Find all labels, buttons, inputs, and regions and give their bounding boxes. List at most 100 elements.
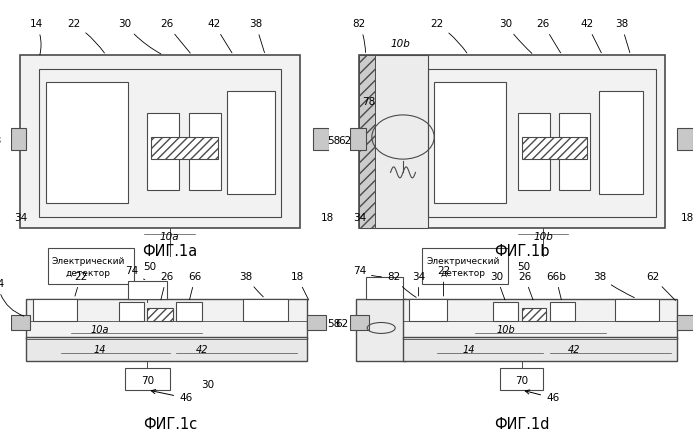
Text: 74: 74 [353, 267, 382, 277]
Bar [403, 337, 678, 361]
Bar [307, 315, 326, 330]
Bar [615, 299, 659, 321]
Bar [176, 302, 202, 321]
Bar [27, 299, 307, 339]
Text: 26: 26 [518, 272, 533, 300]
Text: 82: 82 [387, 272, 416, 297]
Bar [519, 113, 550, 190]
Text: 34: 34 [412, 272, 425, 296]
Bar [10, 315, 29, 330]
Text: 66: 66 [188, 272, 202, 300]
Text: 14: 14 [462, 345, 475, 355]
Bar [678, 128, 693, 150]
Text: 10b: 10b [496, 325, 515, 335]
Bar [359, 55, 428, 228]
Bar [428, 69, 656, 217]
Bar [522, 308, 547, 321]
Text: 58: 58 [328, 319, 341, 329]
Text: 50: 50 [517, 263, 531, 272]
Text: 38: 38 [249, 19, 265, 53]
Text: 10a: 10a [90, 325, 109, 335]
Text: 42: 42 [208, 19, 232, 53]
Text: 42: 42 [195, 345, 208, 355]
Bar [500, 368, 543, 390]
Text: 18: 18 [321, 213, 335, 223]
Text: ФИГ.1c: ФИГ.1c [143, 417, 197, 432]
Text: 62: 62 [339, 137, 352, 146]
Text: 42: 42 [568, 345, 581, 355]
Bar [434, 82, 506, 203]
Bar [39, 69, 281, 217]
Text: 22: 22 [68, 19, 104, 53]
Bar [20, 55, 300, 228]
Text: 38: 38 [593, 272, 634, 297]
Text: 14: 14 [93, 345, 106, 355]
Text: 26: 26 [537, 19, 561, 53]
Text: 70: 70 [141, 376, 154, 386]
Text: 38: 38 [239, 272, 263, 297]
Text: 10b: 10b [533, 232, 553, 242]
Bar [423, 248, 508, 284]
Bar [48, 248, 134, 284]
Text: 10b: 10b [391, 39, 410, 49]
Bar [350, 315, 369, 330]
Text: 82: 82 [353, 19, 366, 53]
Text: 30: 30 [499, 19, 532, 53]
Bar [559, 113, 590, 190]
Bar [148, 113, 179, 190]
Bar [550, 302, 575, 321]
Bar [46, 82, 128, 203]
Text: детектор: детектор [440, 269, 485, 278]
Text: Электрический: Электрический [52, 256, 125, 266]
Text: 18: 18 [680, 213, 694, 223]
Bar [125, 368, 169, 390]
Text: 30: 30 [202, 380, 214, 390]
Text: 54: 54 [0, 279, 24, 316]
Text: 30: 30 [118, 19, 161, 54]
Text: 42: 42 [580, 19, 601, 53]
Text: ФИГ.1a: ФИГ.1a [142, 244, 197, 259]
Text: 38: 38 [615, 19, 630, 53]
Text: 34: 34 [353, 213, 366, 223]
Bar [410, 299, 447, 321]
Bar [678, 315, 696, 330]
Text: 66b: 66b [546, 272, 566, 300]
Bar [189, 113, 220, 190]
Text: 50: 50 [143, 263, 156, 272]
Text: ФИГ.1d: ФИГ.1d [494, 417, 550, 432]
Text: 70: 70 [515, 376, 528, 386]
Bar [313, 128, 329, 150]
Bar [128, 281, 167, 299]
Bar [119, 302, 144, 321]
Bar [522, 137, 587, 159]
Bar [403, 299, 678, 339]
Text: 58: 58 [0, 137, 1, 146]
Text: 30: 30 [490, 272, 505, 300]
Text: 78: 78 [363, 97, 376, 107]
Text: 34: 34 [14, 213, 27, 223]
Text: 22: 22 [74, 272, 88, 296]
Text: 26: 26 [160, 272, 173, 300]
Bar [350, 128, 365, 150]
Text: 58: 58 [328, 137, 341, 146]
Bar [10, 128, 27, 150]
Bar [227, 91, 275, 194]
Bar [27, 337, 307, 361]
Text: 22: 22 [430, 19, 467, 53]
Bar [33, 299, 78, 321]
Text: 46: 46 [151, 389, 192, 403]
Text: детектор: детектор [66, 269, 111, 278]
Bar [365, 277, 403, 299]
Text: 18: 18 [290, 272, 309, 300]
Text: 62: 62 [335, 319, 349, 329]
Bar [243, 299, 288, 321]
Text: 46: 46 [525, 390, 559, 403]
Text: 26: 26 [160, 19, 190, 53]
Bar [148, 308, 173, 321]
Text: 62: 62 [646, 272, 676, 301]
Text: 14: 14 [29, 19, 43, 55]
Bar [494, 302, 519, 321]
Bar [359, 55, 375, 228]
Text: Электрический: Электрический [426, 256, 500, 266]
Bar [356, 299, 406, 361]
